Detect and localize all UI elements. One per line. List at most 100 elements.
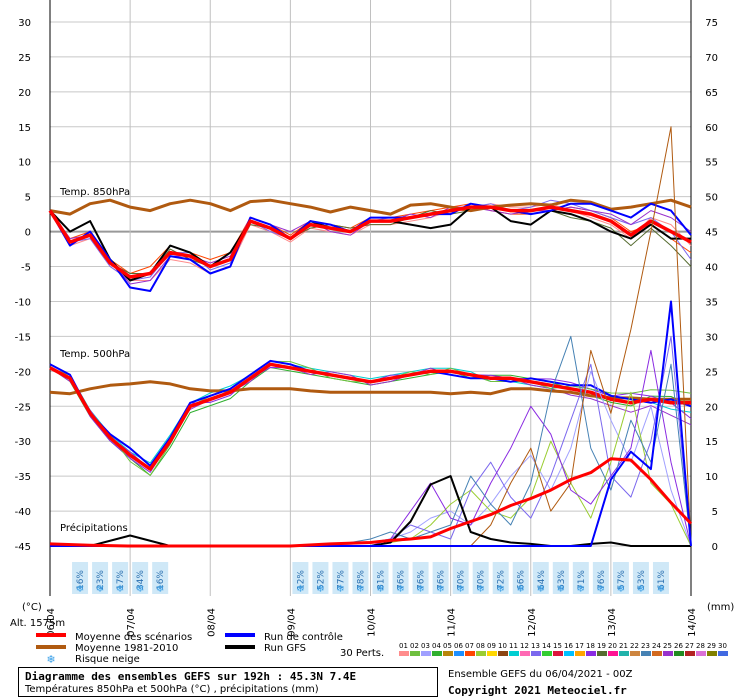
snow-risk-value: 78%	[356, 570, 366, 590]
snow-risk-badge	[112, 562, 129, 594]
legend-pert-swatch	[476, 651, 486, 656]
snow-risk-badge	[472, 562, 489, 594]
snow-risk-badge	[632, 562, 649, 594]
left-tick-label: 0	[25, 228, 31, 239]
legend-pert-number: 02	[410, 642, 419, 650]
snow-risk-value: 16%	[156, 570, 166, 590]
x-date-label: 14/04	[687, 608, 698, 637]
left-tick-label: -35	[15, 472, 31, 483]
legend-pert-swatch	[597, 651, 607, 656]
x-date-label: 09/04	[286, 608, 297, 637]
x-date-label: 08/04	[206, 608, 217, 637]
legend-pert-swatch	[608, 651, 618, 656]
caption-box: Diagramme des ensembles GEFS sur 192h : …	[18, 667, 438, 697]
snow-risk-value: 63%	[557, 570, 567, 590]
legend-pert-swatch	[685, 651, 695, 656]
snow-risk-badge	[432, 562, 449, 594]
snow-risk-badge	[572, 562, 589, 594]
legend-pert-swatch	[575, 651, 585, 656]
snow-risk-value: 76%	[597, 570, 607, 590]
right-tick-label: 30	[705, 332, 718, 343]
snowflake-icon: ❄	[577, 584, 585, 595]
legend-pert-number: 23	[641, 642, 650, 650]
snow-risk-badge	[452, 562, 469, 594]
legend-pert-number: 20	[608, 642, 617, 650]
legend-pert-swatch	[498, 651, 508, 656]
snowflake-icon: ❄	[557, 584, 565, 595]
x-date-label: 12/04	[527, 608, 538, 637]
x-date-label: 06/04	[46, 608, 57, 637]
left-tick-label: -5	[21, 263, 31, 274]
label-precip: Précipitations	[60, 522, 128, 534]
snow-risk-value: 72%	[497, 570, 507, 590]
right-axis-unit: (mm)	[707, 602, 734, 613]
snowflake-icon: ❄	[356, 584, 364, 595]
snow-risk-badge	[92, 562, 109, 594]
altitude-label: Alt. 1575m	[10, 618, 65, 629]
right-tick-label: 55	[705, 158, 718, 169]
left-tick-label: -15	[15, 332, 31, 343]
right-tick-label: 0	[712, 542, 718, 553]
t850-mean-line	[48, 205, 692, 279]
snow-risk-value: 70%	[457, 570, 467, 590]
right-tick-label: 60	[705, 123, 718, 134]
legend-pert-number: 16	[564, 642, 573, 650]
legend-pert-number: 08	[476, 642, 485, 650]
legend-pert-swatch	[707, 651, 717, 656]
snow-risk-value: 52%	[316, 570, 326, 590]
legend-pert-swatch	[553, 651, 563, 656]
legend-swatch-clim	[36, 645, 66, 649]
left-tick-label: 20	[18, 88, 31, 99]
snowflake-icon: ❄	[517, 584, 525, 595]
legend-pert-number: 17	[575, 642, 584, 650]
snow-risk-badge	[532, 562, 549, 594]
snow-risk-value: 23%	[96, 570, 106, 590]
snow-risk-value: 81%	[377, 570, 387, 590]
snowflake-icon: ❄	[96, 584, 104, 595]
snowflake-icon: ❄	[617, 584, 625, 595]
left-tick-label: 15	[18, 123, 31, 134]
snowflake-icon: ❄	[456, 584, 464, 595]
legend-pert-number: 11	[509, 642, 518, 650]
legend-pert-number: 12	[520, 642, 529, 650]
left-tick-label: -45	[15, 542, 31, 553]
legend-pert-number: 13	[531, 642, 540, 650]
legend-snow-label: Risque neige	[75, 654, 140, 665]
snow-risk-badge	[152, 562, 169, 594]
snow-risk-badge	[612, 562, 629, 594]
snow-risk-value: 76%	[397, 570, 407, 590]
legend-pert-swatch	[432, 651, 442, 656]
legend-pert-swatch	[564, 651, 574, 656]
left-axis-unit: (°C)	[22, 602, 42, 613]
legend-pert-swatch	[410, 651, 420, 656]
right-tick-label: 45	[705, 228, 718, 239]
snowflake-icon: ❄	[296, 584, 304, 595]
t850-clim-line	[49, 198, 692, 216]
right-tick-label: 5	[712, 507, 718, 518]
legend-pert-number: 22	[630, 642, 639, 650]
legend-pert-number: 25	[663, 642, 672, 650]
snowflake-icon: ❄	[497, 584, 505, 595]
snowflake-icon: ❄	[537, 584, 545, 595]
snow-risk-badge	[492, 562, 509, 594]
snowflake-icon: ❄	[637, 584, 645, 595]
legend-swatch-mean	[36, 633, 66, 637]
legend-pert-number: 01	[399, 642, 408, 650]
snow-risk-badge	[412, 562, 429, 594]
x-date-label: 13/04	[607, 608, 618, 637]
legend-pert-number: 03	[421, 642, 430, 650]
copyright: Copyright 2021 Meteociel.fr	[448, 684, 627, 697]
snowflake-icon: ❄	[336, 584, 344, 595]
legend-pert-number: 19	[597, 642, 606, 650]
snow-risk-value: 12%	[296, 570, 306, 590]
snow-risk-value: 66%	[517, 570, 527, 590]
legend-pert-swatch	[630, 651, 640, 656]
left-tick-label: 10	[18, 158, 31, 169]
snow-risk-value: 76%	[437, 570, 447, 590]
x-date-label: 10/04	[367, 608, 378, 637]
snowflake-icon: ❄	[657, 584, 665, 595]
right-tick-label: 70	[705, 53, 718, 64]
snow-risk-value: 61%	[657, 570, 667, 590]
label-t500: Temp. 500hPa	[59, 349, 130, 360]
